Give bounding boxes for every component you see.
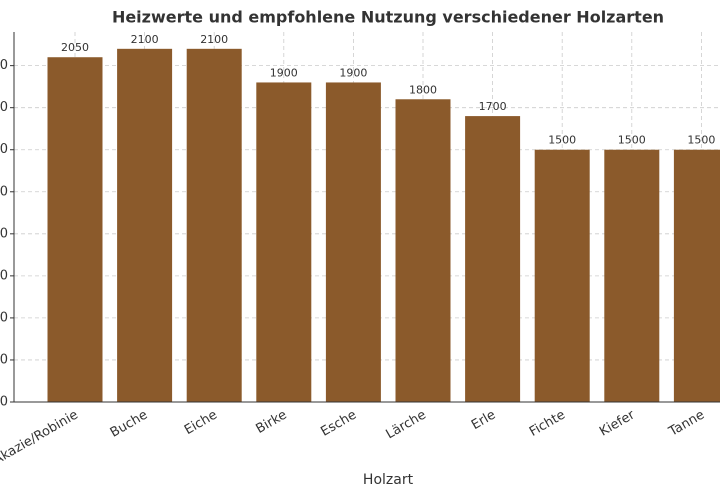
y-tick-label: 500 <box>0 310 8 325</box>
bar <box>534 149 590 402</box>
y-tick-label: 1750 <box>0 100 8 115</box>
x-tick-label: Kiefer <box>597 407 638 439</box>
x-tick-label: Birke <box>254 408 290 437</box>
value-label: 1900 <box>339 66 367 79</box>
bar <box>256 82 312 403</box>
x-tick-label: Fichte <box>527 408 568 440</box>
y-tick-label: 1000 <box>0 226 8 241</box>
value-label: 2050 <box>61 41 89 54</box>
value-label: 1800 <box>409 83 437 96</box>
y-tick-label: 250 <box>0 352 8 367</box>
x-tick-label: Buche <box>108 408 151 441</box>
value-label: 2100 <box>131 33 159 46</box>
y-tick-label: 750 <box>0 268 8 283</box>
x-tick-label: Lärche <box>383 408 428 443</box>
x-tick-label: Tanne <box>666 408 707 441</box>
value-label: 1700 <box>479 100 507 113</box>
y-tick-label: 1500 <box>0 142 8 157</box>
bar <box>604 149 660 402</box>
bar <box>325 82 381 403</box>
value-label: 2100 <box>200 33 228 46</box>
bar <box>186 48 242 403</box>
bar <box>395 99 451 402</box>
bar <box>673 149 720 402</box>
x-tick-label: Esche <box>318 408 359 440</box>
y-tick-label: 1250 <box>0 184 8 199</box>
value-label: 1500 <box>618 134 646 147</box>
bar <box>117 48 173 403</box>
value-label: 1500 <box>687 134 715 147</box>
y-tick-label: 0 <box>0 395 8 410</box>
y-tick-label: 2000 <box>0 58 8 73</box>
value-label: 1500 <box>548 134 576 147</box>
x-tick-label: Eiche <box>182 408 220 439</box>
x-tick-label: Akazie/Robinie <box>0 408 81 469</box>
x-tick-label: Erle <box>469 408 498 434</box>
bar <box>465 116 521 402</box>
chart-title: Heizwerte und empfohlene Nutzung verschi… <box>112 8 664 27</box>
x-axis-label: Holzart <box>363 472 414 488</box>
bar <box>47 57 103 403</box>
value-label: 1900 <box>270 66 298 79</box>
